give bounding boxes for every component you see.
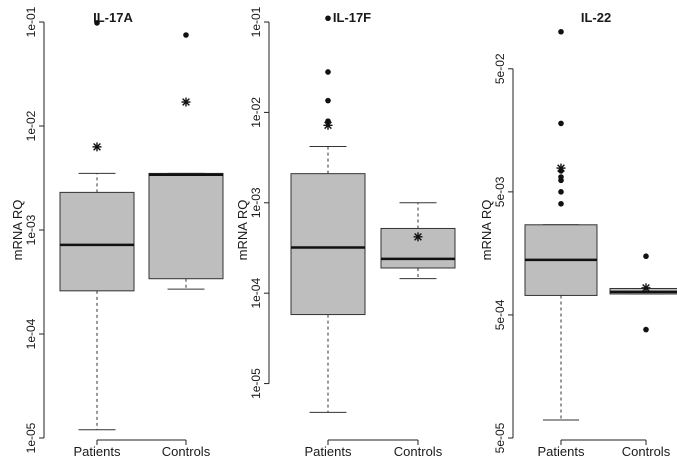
y-axis-label: mRNA RQ	[235, 200, 250, 261]
outlier-point	[325, 69, 331, 75]
y-tick-label: 1e-02	[24, 110, 38, 141]
panel-title: IL-17A	[93, 10, 133, 25]
mean-marker	[181, 97, 191, 107]
mean-marker	[556, 163, 566, 173]
box-patients	[59, 20, 135, 431]
y-tick-label: 5e-03	[493, 176, 507, 207]
panel-1: IL-17A mRNA RQ 1e-05 1e-04 1e-03 1e-02 1e-01 Pa…	[10, 6, 224, 459]
outlier-point	[558, 189, 564, 195]
outlier-point	[183, 32, 189, 38]
mean-marker	[92, 142, 102, 152]
outlier-point	[325, 97, 331, 104]
x-category-label: Controls	[394, 444, 443, 459]
box-controls	[148, 32, 224, 290]
outlier-point	[558, 200, 564, 207]
y-tick-label: 1e-04	[24, 318, 38, 349]
x-category-label: Patients	[538, 444, 585, 459]
box-controls	[609, 253, 677, 333]
box-iqr	[290, 173, 366, 316]
panel-title: IL-22	[581, 10, 611, 25]
x-category-label: Patients	[305, 444, 352, 459]
outlier-point	[558, 28, 564, 35]
panel-3: IL-22 mRNA RQ 5e-05 5e-04 5e-03 5e-02 Patients…	[479, 10, 677, 459]
x-category-label: Patients	[74, 444, 121, 459]
box-iqr	[148, 172, 224, 280]
y-axis-label: mRNA RQ	[479, 200, 494, 261]
y-tick-label: 5e-02	[493, 53, 507, 84]
y-tick-label: 1e-03	[249, 187, 263, 218]
outlier-point	[643, 253, 649, 260]
y-tick-label: 1e-01	[249, 6, 263, 37]
box-patients	[524, 28, 598, 421]
mean-marker	[413, 232, 423, 242]
y-tick-label: 1e-05	[24, 422, 38, 453]
y-tick-label: 5e-05	[493, 422, 507, 453]
y-tick-label: 1e-04	[249, 278, 263, 309]
panel-2: IL-17F mRNA RQ 1e-05 1e-04 1e-03 1e-02 1e-01 Pa…	[235, 6, 456, 459]
y-tick-label: 1e-03	[24, 214, 38, 245]
mean-marker	[323, 120, 333, 130]
box-iqr	[59, 191, 135, 292]
panel-title: IL-17F	[333, 10, 371, 25]
mean-marker	[641, 283, 651, 293]
y-tick-label: 1e-05	[249, 368, 263, 399]
y-axis-label: mRNA RQ	[10, 200, 25, 261]
x-category-label: Controls	[162, 444, 211, 459]
outlier-point	[94, 20, 100, 26]
outlier-point	[558, 174, 564, 180]
y-tick-label: 1e-02	[249, 97, 263, 128]
box-controls	[380, 202, 456, 280]
y-tick-label: 1e-01	[24, 6, 38, 37]
y-tick-label: 5e-04	[493, 299, 507, 330]
outlier-point	[558, 120, 564, 127]
outlier-point	[643, 326, 649, 333]
x-category-label: Controls	[622, 444, 671, 459]
box-patients	[290, 15, 366, 413]
outlier-point	[325, 15, 331, 22]
